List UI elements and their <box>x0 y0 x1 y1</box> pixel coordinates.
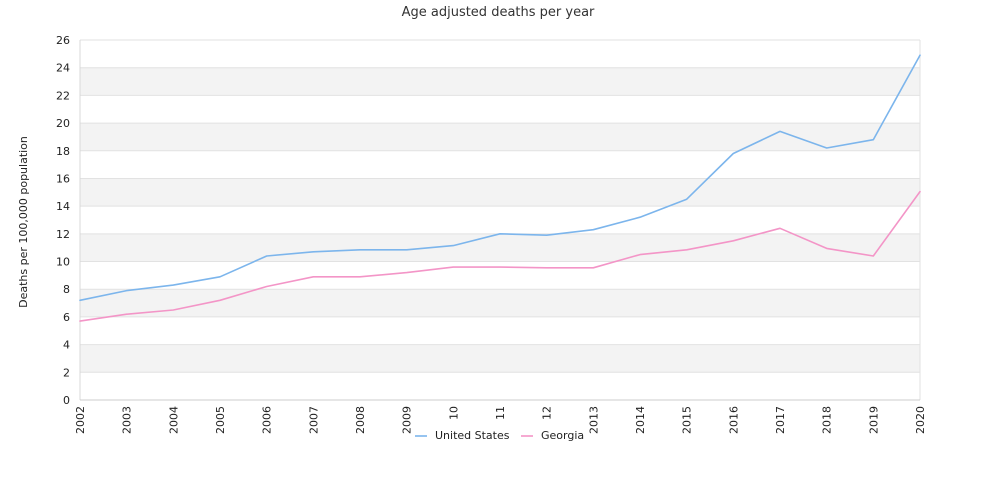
y-tick-label: 2 <box>63 366 70 379</box>
x-tick-label: 2005 <box>214 406 227 434</box>
x-tick-label: 2020 <box>914 406 927 434</box>
y-tick-label: 10 <box>56 256 70 269</box>
grid-band <box>80 344 920 373</box>
series-lines <box>79 54 921 322</box>
grid-band <box>80 233 920 262</box>
x-tick-label: 2014 <box>634 406 647 434</box>
chart-title: Age adjusted deaths per year <box>402 5 595 20</box>
x-tick-label: 12 <box>541 406 554 420</box>
y-tick-label: 8 <box>63 283 70 296</box>
legend-label[interactable]: United States <box>435 429 510 442</box>
x-tick-label: 2008 <box>354 406 367 434</box>
grid-bands <box>80 67 920 373</box>
series-line-united-states <box>79 54 921 302</box>
x-axis-ticks: 2002 2003 2004 2005 2006 2007 2008 2009 10 11 12 20… <box>74 406 927 434</box>
grid-band <box>80 67 920 96</box>
grid-band <box>80 289 920 317</box>
legend-label[interactable]: Georgia <box>541 429 584 442</box>
y-tick-label: 22 <box>56 89 70 102</box>
y-tick-label: 6 <box>63 311 70 324</box>
y-tick-label: 20 <box>56 117 70 130</box>
series-line-georgia <box>79 190 921 322</box>
x-tick-label: 2004 <box>167 406 180 434</box>
x-tick-label: 2006 <box>261 406 274 434</box>
x-tick-label: 2019 <box>867 406 880 434</box>
x-tick-label: 2015 <box>681 406 694 434</box>
x-tick-label: 2016 <box>727 406 740 434</box>
y-tick-label: 0 <box>63 394 70 407</box>
y-tick-label: 26 <box>56 34 70 47</box>
y-tick-label: 24 <box>56 62 70 75</box>
x-tick-label: 10 <box>447 406 460 420</box>
x-tick-label: 2013 <box>587 406 600 434</box>
y-tick-label: 14 <box>56 200 70 213</box>
x-tick-label: 2018 <box>821 406 834 434</box>
legend: United States Georgia <box>415 429 584 442</box>
x-tick-label: 2003 <box>121 406 134 434</box>
grid-band <box>80 123 920 151</box>
x-tick-label: 2017 <box>774 406 787 434</box>
x-tick-label: 2002 <box>74 406 87 434</box>
y-tick-label: 16 <box>56 172 70 185</box>
y-tick-label: 12 <box>56 228 70 241</box>
y-axis-label: Deaths per 100,000 population <box>17 136 30 308</box>
x-tick-label: 2007 <box>307 406 320 434</box>
x-tick-label: 2009 <box>401 406 414 434</box>
y-tick-label: 4 <box>63 339 70 352</box>
y-tick-label: 18 <box>56 145 70 158</box>
x-tick-label: 11 <box>494 406 507 420</box>
grid-band <box>80 178 920 207</box>
